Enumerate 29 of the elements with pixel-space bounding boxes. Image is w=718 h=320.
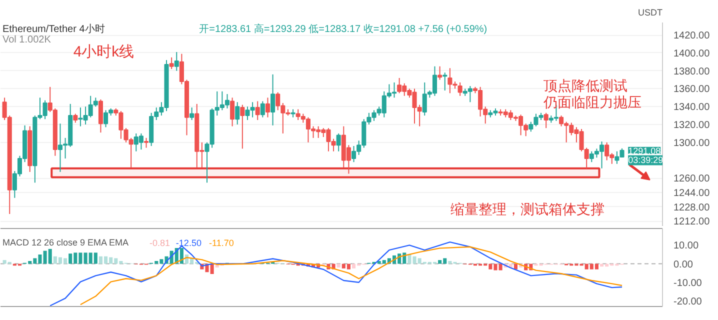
y-tick-label: 1320.00 xyxy=(674,120,710,131)
y-tick-label: 1380.00 xyxy=(674,66,710,78)
annotation: 4小时k线 xyxy=(73,44,134,61)
y-tick-label: 1340.00 xyxy=(674,102,710,114)
y-tick-label: 1400.00 xyxy=(674,48,710,60)
annotation: -11.70 xyxy=(209,238,234,248)
y-axis-title: USDT xyxy=(638,8,663,18)
y-tick-label: 10.00 xyxy=(674,240,699,252)
y-tick-label: 1360.00 xyxy=(674,84,710,96)
annotation: 开=1283.61 高=1293.29 低=1283.17 收=1291.08 +7.56 (+0.59%) xyxy=(199,23,488,36)
annotation: -12.50 xyxy=(176,238,202,248)
annotation: 顶点降低测试 xyxy=(543,78,628,94)
annotation: MACD 12 26 close 9 EMA EMA xyxy=(2,238,129,248)
annotation: Ethereum/Tether 4小时 xyxy=(2,23,105,36)
y-tick-label: 1228.00 xyxy=(674,202,710,214)
y-tick-label: -20.00 xyxy=(674,296,702,308)
annotation: 仍面临阻力抛压 xyxy=(542,94,642,110)
y-tick-label: 1260.00 xyxy=(674,174,710,185)
y-tick-label: 1420.00 xyxy=(674,30,710,42)
text: 03:39:29 xyxy=(628,155,664,166)
y-tick-label: 1244.00 xyxy=(674,188,710,199)
y-tick-label: -10.00 xyxy=(674,278,702,289)
text: 1291.08 xyxy=(628,146,661,156)
y-tick-label: 1300.00 xyxy=(674,138,710,149)
y-tick-label: 1212.00 xyxy=(674,216,710,228)
annotation: Vol 1.002K xyxy=(2,34,52,46)
annotation: 缩量整理，测试箱体支撑 xyxy=(450,201,605,218)
annotation: -0.81 xyxy=(149,238,170,248)
y-tick-label: 0.00 xyxy=(674,259,694,270)
